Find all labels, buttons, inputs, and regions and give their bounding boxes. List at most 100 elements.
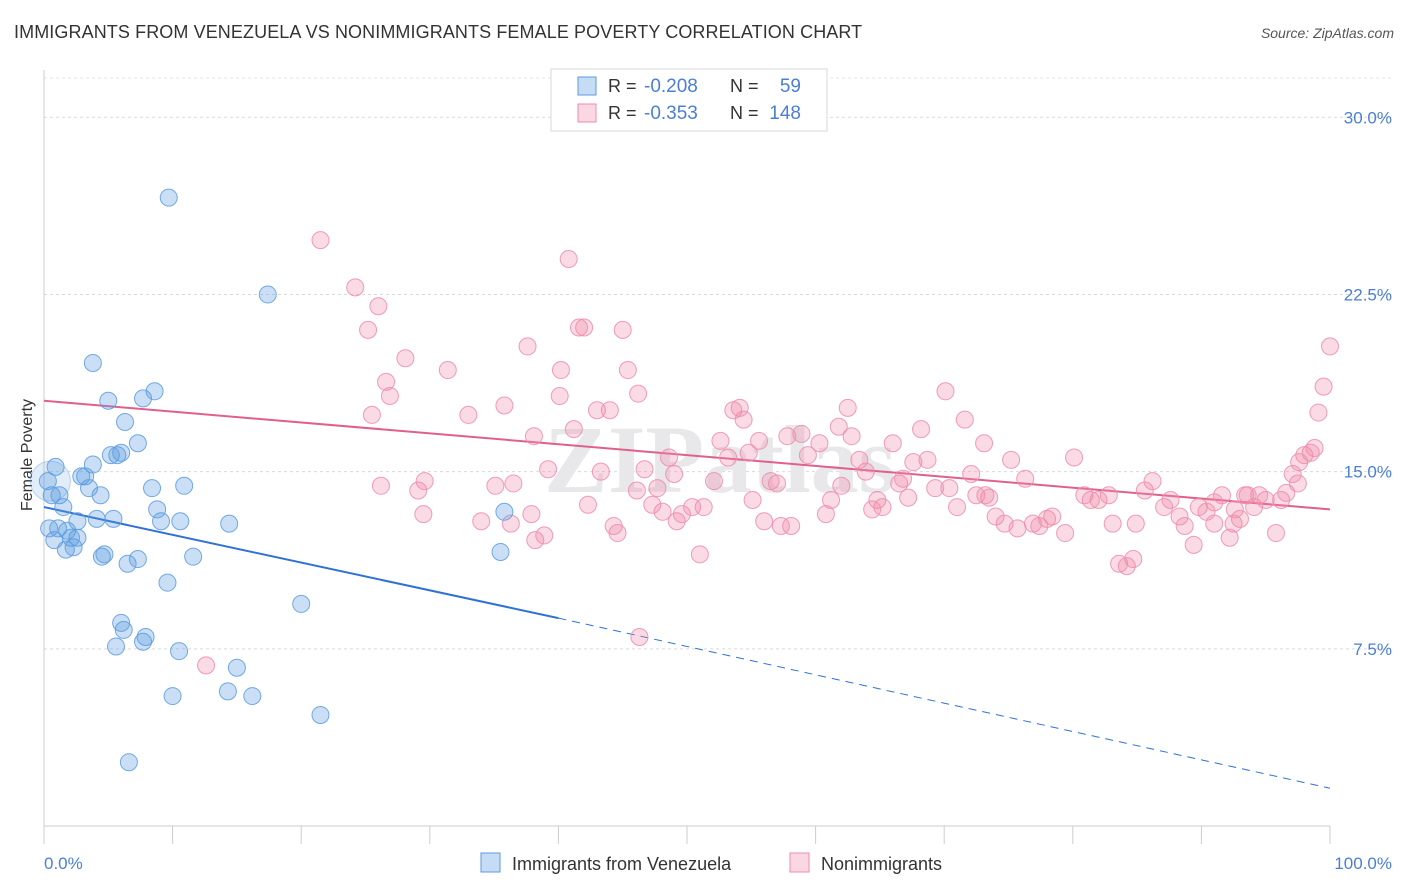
data-point bbox=[495, 396, 514, 415]
data-point bbox=[629, 384, 648, 403]
data-point bbox=[526, 531, 545, 550]
data-point bbox=[159, 188, 178, 207]
data-point bbox=[83, 455, 102, 474]
data-point bbox=[128, 434, 147, 453]
data-points bbox=[29, 188, 1339, 772]
data-point bbox=[1321, 337, 1339, 356]
data-point bbox=[792, 424, 811, 443]
data-point bbox=[1056, 524, 1075, 543]
data-point bbox=[643, 495, 662, 514]
data-point bbox=[575, 318, 594, 337]
data-point bbox=[80, 479, 99, 498]
data-point bbox=[83, 353, 102, 372]
data-point bbox=[539, 460, 558, 479]
data-point bbox=[618, 361, 637, 380]
data-point bbox=[170, 642, 189, 661]
data-point bbox=[768, 474, 787, 493]
data-point bbox=[184, 547, 203, 566]
data-point bbox=[890, 474, 909, 493]
data-point bbox=[1224, 514, 1243, 533]
data-point bbox=[1256, 490, 1275, 509]
data-point bbox=[524, 427, 543, 446]
legend-swatch bbox=[577, 76, 597, 96]
data-point bbox=[118, 554, 137, 573]
venezuela-points bbox=[38, 188, 514, 772]
data-point bbox=[940, 479, 959, 498]
data-point bbox=[143, 479, 162, 498]
data-point bbox=[1081, 490, 1100, 509]
data-point bbox=[152, 512, 171, 531]
venezuela-trend-extension bbox=[558, 617, 1331, 789]
data-point bbox=[438, 361, 457, 380]
x-tick-label: 100.0% bbox=[1334, 854, 1392, 873]
data-point bbox=[119, 753, 138, 772]
data-point bbox=[362, 405, 381, 424]
data-point bbox=[1126, 514, 1145, 533]
data-point bbox=[918, 450, 937, 469]
data-point bbox=[1135, 481, 1154, 500]
data-point bbox=[1230, 509, 1249, 528]
data-point bbox=[1220, 528, 1239, 547]
data-point bbox=[495, 502, 514, 521]
data-point bbox=[1309, 403, 1328, 422]
data-point bbox=[778, 427, 797, 446]
data-point bbox=[50, 486, 69, 505]
data-point bbox=[197, 656, 216, 675]
data-point bbox=[158, 573, 177, 592]
data-point bbox=[116, 413, 135, 432]
data-point bbox=[750, 431, 769, 450]
legend-n-value: 59 bbox=[780, 76, 801, 97]
data-point bbox=[883, 434, 902, 453]
data-point bbox=[600, 401, 619, 420]
data-point bbox=[926, 479, 945, 498]
data-point bbox=[730, 398, 749, 417]
legend-r-label: R = bbox=[608, 76, 637, 96]
data-point bbox=[1143, 472, 1162, 491]
trend-lines bbox=[43, 399, 1331, 789]
data-point bbox=[838, 398, 857, 417]
data-point bbox=[690, 545, 709, 564]
data-point bbox=[68, 512, 87, 531]
data-point bbox=[822, 490, 841, 509]
data-point bbox=[220, 514, 239, 533]
x-tick-labels: 0.0% 100.0% bbox=[44, 854, 1392, 873]
data-point bbox=[873, 498, 892, 517]
data-point bbox=[648, 479, 667, 498]
data-point bbox=[986, 507, 1005, 526]
data-point bbox=[522, 505, 541, 524]
data-point bbox=[734, 410, 753, 429]
data-point bbox=[128, 550, 147, 569]
data-point bbox=[1236, 486, 1255, 505]
data-point bbox=[292, 594, 311, 613]
data-point bbox=[842, 427, 861, 446]
x-tick-label: 0.0% bbox=[44, 854, 83, 873]
data-point bbox=[1103, 514, 1122, 533]
nonimmigrant-trend-line bbox=[43, 399, 1331, 511]
data-point bbox=[371, 476, 390, 495]
data-point bbox=[112, 443, 131, 462]
data-point bbox=[975, 434, 994, 453]
data-point bbox=[635, 460, 654, 479]
data-point bbox=[1184, 535, 1203, 554]
data-point bbox=[1288, 474, 1307, 493]
data-point bbox=[810, 434, 829, 453]
data-point bbox=[832, 476, 851, 495]
data-point bbox=[912, 420, 931, 439]
data-point bbox=[359, 320, 378, 339]
data-point bbox=[171, 512, 190, 531]
data-point bbox=[104, 509, 123, 528]
data-point bbox=[1205, 514, 1224, 533]
y-tick-label: 7.5% bbox=[1353, 640, 1392, 659]
data-point bbox=[630, 628, 649, 646]
y-tick-label: 15.0% bbox=[1344, 463, 1392, 482]
data-point bbox=[771, 516, 790, 535]
data-point bbox=[91, 486, 110, 505]
legend-label-nonimmigrants: Nonimmigrants bbox=[821, 854, 942, 874]
data-point bbox=[258, 285, 277, 304]
data-point bbox=[92, 547, 111, 566]
data-point bbox=[501, 514, 520, 533]
data-point bbox=[112, 613, 131, 632]
legend-n-label: N = bbox=[730, 76, 759, 96]
data-point bbox=[409, 481, 428, 500]
